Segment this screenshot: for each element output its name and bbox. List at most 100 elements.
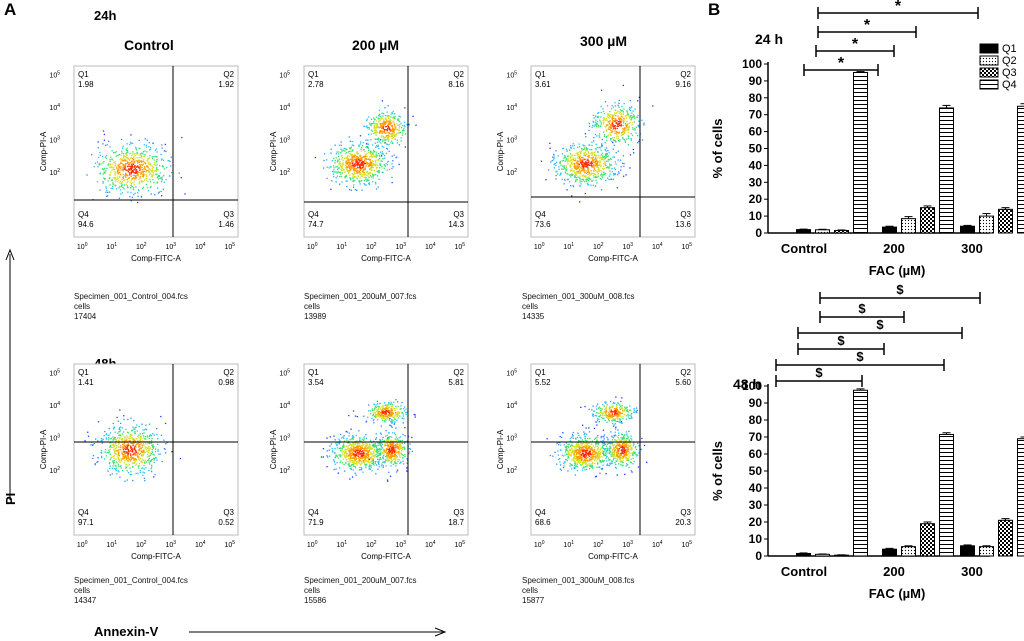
flow-event-dot [622,162,624,164]
flow-event-dot [128,172,131,174]
flow-event-dot [587,151,589,153]
flow-event-dot [384,165,386,167]
flow-event-dot [386,434,388,436]
flow-event-dot [370,167,372,170]
flow-event-dot [588,168,590,170]
flow-event-dot [621,116,623,118]
flow-event-dot [372,458,375,460]
flow-event-dot [643,124,645,126]
flow-event-dot [116,178,118,180]
x-tick-label: 100 [307,242,318,251]
flow-event-dot [609,128,611,130]
flow-event-dot [340,437,343,439]
flow-event-dot [392,113,394,115]
flow-event-dot [608,122,610,124]
flow-event-dot [605,179,607,182]
flow-event-dot [352,177,354,179]
flow-event-dot [398,459,400,461]
flow-event-dot [383,119,385,121]
flow-event-dot [123,157,125,159]
flow-event-dot [585,170,588,172]
flow-event-dot [558,168,560,170]
flow-event-dot [583,434,585,436]
flow-event-dot [341,165,343,168]
flow-event-dot [573,164,576,166]
flow-event-dot [354,472,356,474]
flow-event-dot [97,440,99,442]
flow-event-dot [570,176,572,178]
flow-event-dot [151,165,153,167]
flow-event-dot [143,452,145,455]
flow-event-dot [635,126,638,128]
flow-event-dot [385,410,387,412]
flow-event-dot [146,175,148,177]
flow-event-dot [150,175,152,177]
flow-event-dot [400,408,402,410]
flow-event-dot [346,156,348,158]
flow-event-dot [601,168,604,170]
flow-event-dot [357,156,360,158]
flow-event-dot [384,154,386,157]
flow-event-dot [411,436,413,439]
flow-event-dot [147,167,149,169]
flow-event-dot [377,444,379,446]
flow-event-dot [627,135,629,137]
q2-value: 9.16 [675,80,691,89]
flow-event-dot [352,167,355,169]
flow-event-dot [600,189,603,191]
flow-event-dot [368,462,370,464]
flow-event-dot [335,166,337,168]
flow-event-dot [111,456,113,458]
flow-event-dot [583,153,585,155]
flow-event-dot [151,466,153,468]
flow-event-dot [363,415,365,417]
flow-event-dot [382,153,384,155]
flow-event-dot [597,112,599,114]
flow-event-dot [391,420,393,422]
flow-event-dot [122,431,125,433]
flow-event-dot [413,413,415,416]
q4-value: 71.9 [308,518,324,527]
flow-event-dot [137,458,140,460]
flow-event-dot [383,407,385,410]
flow-event-dot [156,182,158,184]
flow-event-dot [392,166,394,168]
flow-event-dot [401,442,403,445]
flow-event-dot [359,183,361,185]
flow-event-dot [371,168,373,171]
q1-value: 3.54 [308,378,324,387]
flow-event-dot [595,122,597,124]
flow-event-dot [379,130,381,132]
flow-event-dot [130,163,133,165]
flow-event-dot [335,455,337,457]
flow-event-dot [364,446,367,448]
flow-event-dot [123,188,125,190]
flow-event-dot [131,164,133,166]
flow-event-dot [116,461,118,464]
y-tick-label: 104 [279,103,290,112]
flow-event-dot [112,187,114,190]
flow-event-dot [598,170,600,172]
flow-event-dot [386,417,389,420]
flow-event-dot [131,449,134,452]
flow-event-dot [596,162,598,164]
flow-event-dot [368,149,370,151]
flow-event-dot [116,450,119,452]
flow-event-dot [389,417,391,420]
flow-event-dot [154,473,156,476]
flow-event-dot [622,137,624,139]
flow-event-dot [613,139,615,141]
flow-event-dot [405,413,407,415]
flow-event-dot [363,125,365,127]
flow-event-dot [627,113,629,115]
flow-event-dot [109,160,111,162]
flow-event-dot [610,113,612,116]
flow-event-dot [348,450,350,453]
flow-event-dot [399,448,401,450]
flow-event-dot [142,458,144,461]
flow-event-dot [392,128,394,131]
flow-event-dot [342,172,344,174]
flow-event-dot [101,439,103,442]
